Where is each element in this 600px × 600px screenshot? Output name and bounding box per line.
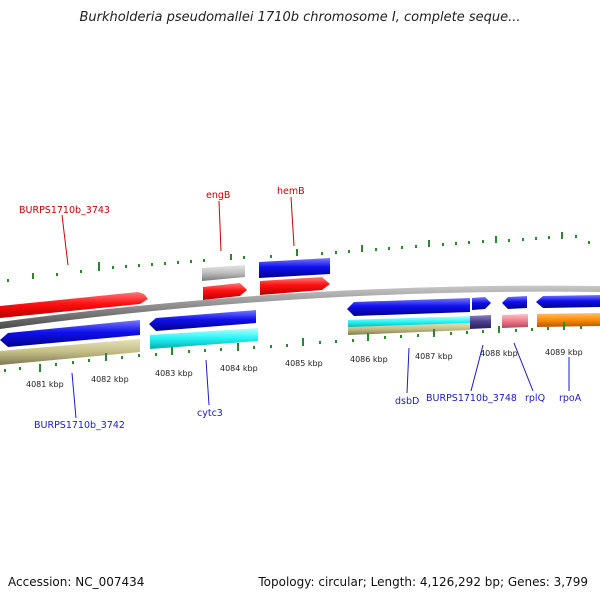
gene-cytc3-cyan[interactable] <box>150 328 258 349</box>
leader-line <box>513 342 534 392</box>
reverse-genes <box>0 295 600 365</box>
gene-dsbd[interactable] <box>347 298 470 316</box>
tick-label: 4085 kbp <box>285 359 323 368</box>
gene-label-rplq[interactable]: rplQ <box>525 393 545 404</box>
gene-burps1710b-3748[interactable] <box>472 297 491 310</box>
upper-tick-arc <box>7 232 590 282</box>
lower-tick-arc <box>4 322 582 372</box>
gene-rpoa-orange <box>537 313 600 327</box>
leader-line <box>406 347 410 394</box>
topology-summary: Topology: circular; Length: 4,126,292 bp… <box>258 575 588 589</box>
gene-engb[interactable] <box>203 283 247 300</box>
leader-line <box>71 372 77 419</box>
gene-label-rpoa[interactable]: rpoA <box>559 393 582 404</box>
gene-burps1710b-3748-purple <box>470 315 491 329</box>
gene-label-dsbd[interactable]: dsbD <box>395 396 419 407</box>
tick-label: 4088 kbp <box>480 349 518 358</box>
tick-label: 4089 kbp <box>545 348 583 357</box>
tick-label: 4082 kbp <box>91 375 129 384</box>
gene-label-burps1710b-3742[interactable]: BURPS1710b_3742 <box>34 420 125 431</box>
gene-dsbd-khaki <box>348 323 470 335</box>
gene-rplq[interactable] <box>502 296 527 309</box>
gene-label-cytc3[interactable]: cytc3 <box>197 408 223 419</box>
map-title: Burkholderia pseudomallei 1710b chromoso… <box>79 10 521 25</box>
gene-burps1710b-3742[interactable] <box>0 320 140 347</box>
tick-label: 4081 kbp <box>26 380 64 389</box>
gene-label-engb[interactable]: engB <box>206 190 230 201</box>
reverse-gene-labels: BURPS1710b_3742 cytc3 dsbD BURPS1710b_37… <box>34 342 582 431</box>
kbp-tick-labels: 4081 kbp 4082 kbp 4083 kbp 4084 kbp 4085… <box>26 348 583 389</box>
leader-line <box>290 196 295 247</box>
gene-rplq-pink <box>502 314 528 328</box>
gene-label-hemb[interactable]: hemB <box>277 186 305 197</box>
leader-line <box>470 344 484 392</box>
gene-hemb-blue[interactable] <box>259 258 330 278</box>
gene-engb-shadow <box>202 265 245 281</box>
leader-line <box>218 200 222 252</box>
tick-label: 4083 kbp <box>155 369 193 378</box>
gene-dsbd-cyan <box>348 316 470 328</box>
forward-gene-labels: BURPS1710b_3743 engB hemB <box>19 186 305 266</box>
gene-cytc3[interactable] <box>149 310 256 331</box>
gene-burps1710b-3743[interactable] <box>0 292 148 318</box>
tick-label: 4086 kbp <box>350 355 388 364</box>
gene-burps1710b-3742-khaki <box>0 339 140 365</box>
gene-rpoa[interactable] <box>536 295 600 308</box>
forward-genes <box>0 258 330 318</box>
genome-backbone <box>0 285 600 329</box>
accession-text: Accession: NC_007434 <box>8 575 145 589</box>
leader-line <box>205 359 210 406</box>
tick-label: 4084 kbp <box>220 364 258 373</box>
gene-label-burps1710b-3743[interactable]: BURPS1710b_3743 <box>19 205 110 216</box>
leader-line <box>61 214 69 266</box>
tick-label: 4087 kbp <box>415 352 453 361</box>
gene-hemb[interactable] <box>260 277 330 295</box>
gene-label-burps1710b-3748[interactable]: BURPS1710b_3748 <box>426 393 517 404</box>
